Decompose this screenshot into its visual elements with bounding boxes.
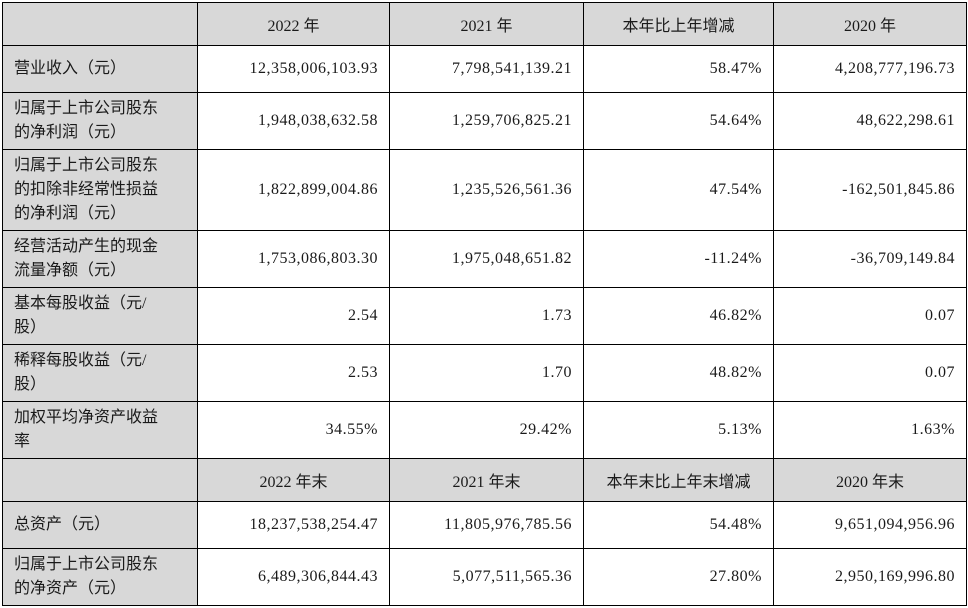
value-cell: 1,975,048,651.82 bbox=[389, 230, 584, 288]
value-cell: 7,798,541,139.21 bbox=[389, 45, 584, 93]
value-cell: 18,237,538,254.47 bbox=[197, 501, 390, 549]
value-cell: 34.55% bbox=[197, 401, 390, 459]
value-cell: 48.82% bbox=[583, 344, 774, 402]
value-cell: 48,622,298.61 bbox=[773, 92, 967, 150]
table-row: 归属于上市公司股东的净资产（元） 6,489,306,844.43 5,077,51… bbox=[2, 548, 967, 606]
column-header: 2021 年 bbox=[389, 2, 584, 46]
column-header: 2022 年末 bbox=[197, 458, 390, 502]
value-cell: 2.53 bbox=[197, 344, 390, 402]
corner-cell bbox=[2, 2, 198, 46]
value-cell: 2,950,169,996.80 bbox=[773, 548, 967, 606]
value-cell: 5,077,511,565.36 bbox=[389, 548, 584, 606]
value-cell: 11,805,976,785.56 bbox=[389, 501, 584, 549]
row-label: 总资产（元） bbox=[2, 501, 198, 549]
header-row: 2022 年末 2021 年末 本年末比上年末增减 2020 年末 bbox=[2, 458, 967, 502]
value-cell: 2.54 bbox=[197, 287, 390, 345]
value-cell: 54.48% bbox=[583, 501, 774, 549]
table-row: 总资产（元） 18,237,538,254.47 11,805,976,785.56… bbox=[2, 501, 967, 549]
value-cell: 12,358,006,103.93 bbox=[197, 45, 390, 93]
value-cell: 6,489,306,844.43 bbox=[197, 548, 390, 606]
table-row: 经营活动产生的现金流量净额（元） 1,753,086,803.30 1,975,04… bbox=[2, 230, 967, 288]
row-label: 归属于上市公司股东的净资产（元） bbox=[2, 548, 198, 606]
table-row: 稀释每股收益（元/股） 2.53 1.70 48.82% 0.07 bbox=[2, 344, 967, 402]
row-label: 营业收入（元） bbox=[2, 45, 198, 93]
column-header: 2021 年末 bbox=[389, 458, 584, 502]
value-cell: 4,208,777,196.73 bbox=[773, 45, 967, 93]
value-cell: 58.47% bbox=[583, 45, 774, 93]
table-row: 基本每股收益（元/股） 2.54 1.73 46.82% 0.07 bbox=[2, 287, 967, 345]
value-cell: 0.07 bbox=[773, 287, 967, 345]
row-label: 归属于上市公司股东的扣除非经常性损益的净利润（元） bbox=[2, 149, 198, 231]
value-cell: 29.42% bbox=[389, 401, 584, 459]
value-cell: 0.07 bbox=[773, 344, 967, 402]
value-cell: 9,651,094,956.96 bbox=[773, 501, 967, 549]
row-label: 基本每股收益（元/股） bbox=[2, 287, 198, 345]
value-cell: -36,709,149.84 bbox=[773, 230, 967, 288]
value-cell: 54.64% bbox=[583, 92, 774, 150]
value-cell: 1,822,899,004.86 bbox=[197, 149, 390, 231]
value-cell: 1.70 bbox=[389, 344, 584, 402]
value-cell: 27.80% bbox=[583, 548, 774, 606]
value-cell: 1.73 bbox=[389, 287, 584, 345]
column-header: 本年末比上年末增减 bbox=[583, 458, 774, 502]
value-cell: -11.24% bbox=[583, 230, 774, 288]
value-cell: 1,753,086,803.30 bbox=[197, 230, 390, 288]
row-label: 归属于上市公司股东的净利润（元） bbox=[2, 92, 198, 150]
value-cell: -162,501,845.86 bbox=[773, 149, 967, 231]
row-label: 稀释每股收益（元/股） bbox=[2, 344, 198, 402]
corner-cell bbox=[2, 458, 198, 502]
value-cell: 1,235,526,561.36 bbox=[389, 149, 584, 231]
header-row: 2022 年 2021 年本年比上年增减 2020 年 bbox=[2, 2, 967, 46]
column-header: 2020 年末 bbox=[773, 458, 967, 502]
row-label: 加权平均净资产收益率 bbox=[2, 401, 198, 459]
column-header: 2022 年 bbox=[197, 2, 390, 46]
table-row: 归属于上市公司股东的扣除非经常性损益的净利润（元） 1,822,899,004.8… bbox=[2, 149, 967, 231]
value-cell: 1,948,038,632.58 bbox=[197, 92, 390, 150]
value-cell: 47.54% bbox=[583, 149, 774, 231]
table-row: 加权平均净资产收益率 34.55% 29.42% 5.13% 1.63% bbox=[2, 401, 967, 459]
value-cell: 1.63% bbox=[773, 401, 967, 459]
column-header: 本年比上年增减 bbox=[583, 2, 774, 46]
value-cell: 1,259,706,825.21 bbox=[389, 92, 584, 150]
value-cell: 5.13% bbox=[583, 401, 774, 459]
row-label: 经营活动产生的现金流量净额（元） bbox=[2, 230, 198, 288]
column-header: 2020 年 bbox=[773, 2, 967, 46]
table-row: 归属于上市公司股东的净利润（元） 1,948,038,632.58 1,259,70… bbox=[2, 92, 967, 150]
value-cell: 46.82% bbox=[583, 287, 774, 345]
table-row: 营业收入（元） 12,358,006,103.93 7,798,541,139.21… bbox=[2, 45, 967, 93]
